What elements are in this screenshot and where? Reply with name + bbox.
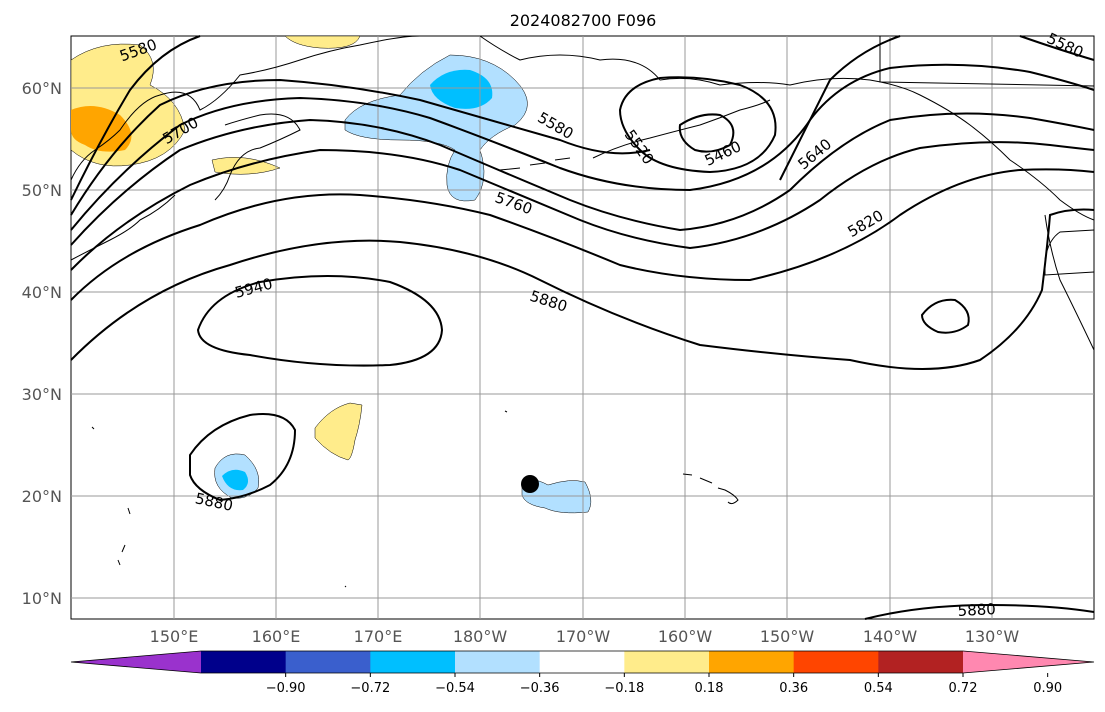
colorbar-tick-label: −0.72 xyxy=(350,681,390,696)
colorbar-outline xyxy=(70,650,1095,674)
colorbar-tick-label: 0.36 xyxy=(779,681,808,696)
lon-label: 160°E xyxy=(252,627,301,646)
colorbar-tick-label: −0.90 xyxy=(266,681,306,696)
colorbar-extend-low xyxy=(71,651,201,673)
colorbar-tick-label: −0.36 xyxy=(520,681,560,696)
lon-label: 150°W xyxy=(760,627,815,646)
lon-label: 150°E xyxy=(150,627,199,646)
lat-label: 40°N xyxy=(22,283,62,302)
colorbar-tick-label: −0.18 xyxy=(604,681,644,696)
lat-label: 50°N xyxy=(22,181,62,200)
lon-label: 170°E xyxy=(354,627,403,646)
latitude-labels: 60°N 50°N 40°N 30°N 20°N 10°N xyxy=(22,79,62,608)
longitude-labels: 150°E 160°E 170°E 180°W 170°W 160°W 150°… xyxy=(150,627,1020,646)
colorbar-tick-label: 0.72 xyxy=(949,681,978,696)
colorbar-extend-high xyxy=(963,651,1094,673)
colorbar-segment xyxy=(793,651,879,673)
map-title: 2024082700 F096 xyxy=(510,11,657,30)
colorbar-segment xyxy=(878,651,964,673)
lat-label: 20°N xyxy=(22,487,62,506)
colorbar-tick-label: −0.54 xyxy=(435,681,475,696)
colorbar-segment xyxy=(370,651,456,673)
colorbar-segment xyxy=(285,651,371,673)
colorbar-tick-label: 0.54 xyxy=(864,681,893,696)
colorbar-segment xyxy=(201,651,287,673)
colorbar: −0.90 −0.72 −0.54 −0.36 −0.18 0.18 0.36 0.54 0.7… xyxy=(70,650,1095,696)
storm-center-marker xyxy=(521,475,539,493)
graticule xyxy=(71,36,1094,619)
lat-label: 60°N xyxy=(22,79,62,98)
colorbar-segment xyxy=(709,651,795,673)
colorbar-segment xyxy=(624,651,710,673)
lon-label: 170°W xyxy=(556,627,611,646)
contours xyxy=(70,35,1095,620)
colorbar-segment xyxy=(455,651,541,673)
lon-label: 180°W xyxy=(453,627,508,646)
contour-label: 5880 xyxy=(957,600,996,620)
map-panel: 5580 5700 5580 5520 5460 5640 5760 5820 … xyxy=(70,29,1095,620)
lat-label: 10°N xyxy=(22,589,62,608)
lon-label: 160°W xyxy=(658,627,713,646)
colorbar-segment xyxy=(539,651,625,673)
colorbar-tick-label: 0.18 xyxy=(695,681,724,696)
lon-label: 140°W xyxy=(863,627,918,646)
colorbar-tick-label: 0.90 xyxy=(1033,681,1062,696)
lon-label: 130°W xyxy=(965,627,1020,646)
lat-label: 30°N xyxy=(22,385,62,404)
